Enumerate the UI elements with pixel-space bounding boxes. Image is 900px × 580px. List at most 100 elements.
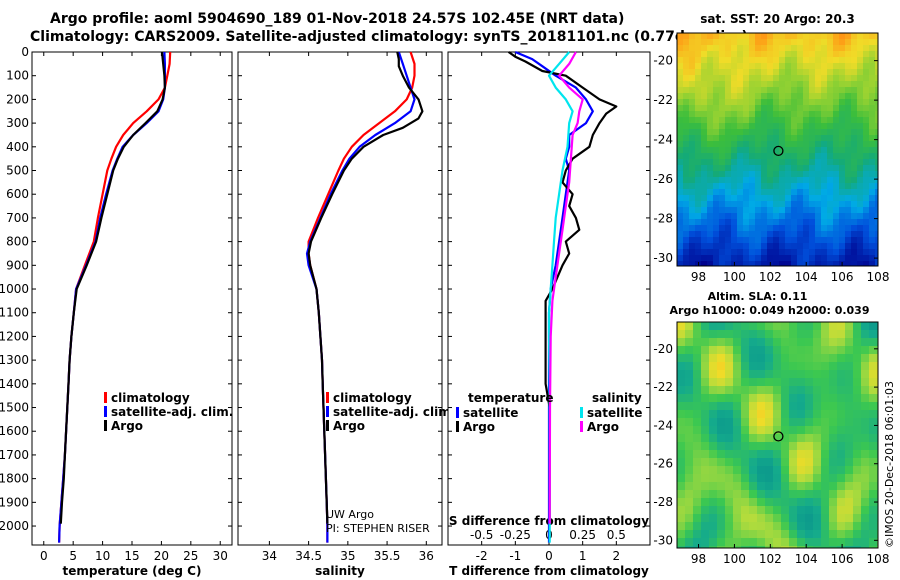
map-cell: [761, 153, 768, 160]
map-cell: [677, 514, 686, 523]
map-cell: [749, 370, 758, 379]
map-cell: [761, 57, 768, 64]
map-cell: [749, 105, 756, 112]
map-cell: [785, 81, 792, 88]
map-cell: [875, 93, 879, 100]
map-cell: [869, 386, 878, 395]
map-cell: [809, 189, 816, 196]
map-cell: [851, 231, 858, 238]
map-cell: [677, 434, 686, 443]
map-cell: [765, 450, 774, 459]
map-cell: [757, 370, 766, 379]
map-cell: [685, 322, 694, 331]
map-cell: [717, 546, 726, 549]
map-cell: [833, 57, 840, 64]
map-cell: [797, 370, 806, 379]
map-cell: [707, 69, 714, 76]
map-cell: [851, 153, 858, 160]
map-cell: [845, 498, 854, 507]
map-cell: [803, 123, 810, 130]
map-cell: [797, 147, 804, 154]
map-cell: [701, 117, 708, 124]
map-cell: [821, 111, 828, 118]
map-cell: [677, 123, 684, 130]
map-cell: [725, 474, 734, 483]
map-cell: [845, 346, 854, 355]
map-cell: [791, 207, 798, 214]
map-cell: [781, 426, 790, 435]
map-cell: [765, 458, 774, 467]
map-cell: [869, 123, 876, 130]
map-cell: [737, 57, 744, 64]
map-cell: [689, 57, 696, 64]
map-cell: [821, 141, 828, 148]
map-cell: [737, 237, 744, 244]
map-cell: [755, 243, 762, 250]
map-cell: [829, 362, 838, 371]
map-cell: [803, 189, 810, 196]
map-cell: [851, 33, 858, 40]
map-cell: [725, 33, 732, 40]
map-cell: [779, 219, 786, 226]
map-cell: [719, 237, 726, 244]
map-cell: [701, 466, 710, 475]
map-cell: [677, 189, 684, 196]
map-cell: [845, 87, 852, 94]
map-cell: [791, 225, 798, 232]
map-cell: [731, 159, 738, 166]
map-cell: [767, 225, 774, 232]
map-cell: [741, 498, 750, 507]
map-cell: [779, 99, 786, 106]
map-cell: [869, 434, 878, 443]
map-cell: [851, 57, 858, 64]
map-cell: [853, 354, 862, 363]
map-cell: [749, 490, 758, 499]
map-cell: [869, 99, 876, 106]
map-cell: [737, 147, 744, 154]
map-cell: [821, 466, 830, 475]
map-cell: [785, 123, 792, 130]
map-cell: [785, 177, 792, 184]
map-cell: [821, 394, 830, 403]
map-cell: [821, 338, 830, 347]
map-cell: [827, 141, 834, 148]
map-cell: [755, 105, 762, 112]
map-cell: [785, 201, 792, 208]
depth-tick-label: 1900: [0, 495, 29, 509]
map-cell: [773, 93, 780, 100]
map-cell: [797, 410, 806, 419]
map-cell: [685, 346, 694, 355]
map-cell: [869, 57, 876, 64]
map-cell: [685, 466, 694, 475]
map-cell: [765, 402, 774, 411]
map-cell: [789, 426, 798, 435]
map-cell: [845, 123, 852, 130]
map-cell: [737, 111, 744, 118]
map-cell: [689, 171, 696, 178]
map-cell: [803, 57, 810, 64]
map-cell: [815, 219, 822, 226]
map-cell: [701, 354, 710, 363]
map-cell: [733, 506, 742, 515]
map-cell: [815, 255, 822, 262]
map-cell: [765, 362, 774, 371]
map-cell: [797, 93, 804, 100]
map-cell: [869, 51, 876, 58]
map-cell: [773, 213, 780, 220]
map-cell: [861, 394, 870, 403]
map-cell: [851, 195, 858, 202]
map-cell: [821, 434, 830, 443]
map-cell: [685, 538, 694, 547]
map-cell: [695, 123, 702, 130]
map-cell: [789, 434, 798, 443]
map-cell: [725, 105, 732, 112]
map-cell: [683, 69, 690, 76]
map-cell: [685, 410, 694, 419]
legend-label: Argo: [333, 419, 365, 433]
map-cell: [829, 458, 838, 467]
annotation-text: PI: STEPHEN RISER: [326, 522, 430, 535]
map-cell: [837, 402, 846, 411]
map-cell: [791, 147, 798, 154]
map-cell: [743, 171, 750, 178]
map-cell: [749, 33, 756, 40]
